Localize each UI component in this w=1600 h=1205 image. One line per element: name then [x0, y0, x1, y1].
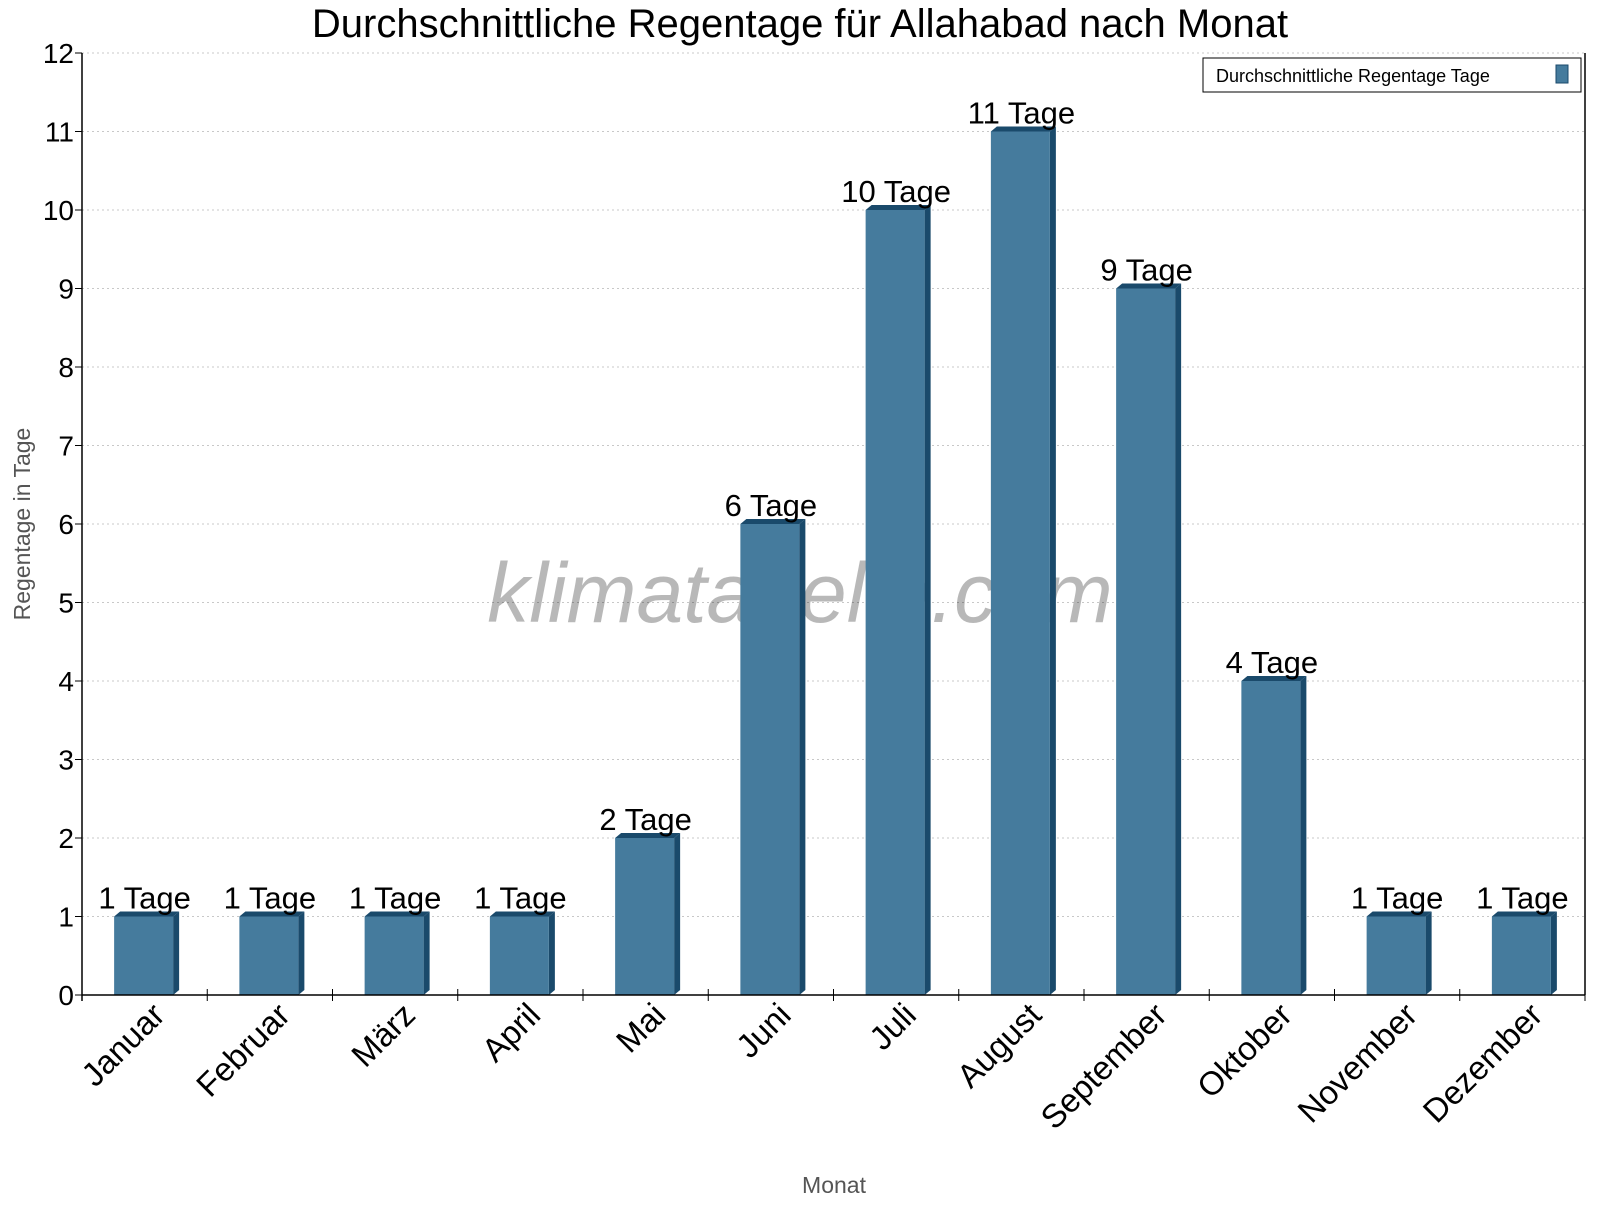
- x-tick-label: Juli: [862, 996, 923, 1057]
- x-tick-label: November: [1290, 996, 1424, 1130]
- data-label: 2 Tage: [599, 802, 692, 837]
- y-tick-label: 5: [58, 588, 74, 619]
- bars: 1 Tage 1 Tage 1 Tage 1 Tage 2 Tage 6 Tage 10 T…: [98, 96, 1569, 995]
- data-label: 4 Tage: [1226, 645, 1319, 680]
- bar-top: [1116, 283, 1182, 289]
- bar: [1366, 916, 1426, 995]
- x-tick-label: Februar: [189, 996, 297, 1104]
- bar-side: [298, 911, 305, 995]
- y-tick-label: 4: [58, 666, 74, 697]
- bar-top: [990, 126, 1056, 132]
- bar-side: [799, 519, 806, 995]
- data-label: 1 Tage: [98, 881, 191, 916]
- y-tick-label: 0: [58, 980, 74, 1011]
- y-tick-label: 7: [58, 431, 74, 462]
- x-tick-label: Mai: [609, 996, 673, 1060]
- x-tick-label: März: [344, 996, 422, 1074]
- bar-top: [1366, 911, 1432, 917]
- bar: [489, 916, 549, 995]
- bar: [239, 916, 299, 995]
- x-axis-label: Monat: [802, 1172, 867, 1198]
- x-tick-label: Dezember: [1416, 996, 1550, 1130]
- data-label: 1 Tage: [1476, 881, 1569, 916]
- x-tick-label: Juni: [729, 996, 798, 1065]
- data-label: 1 Tage: [474, 881, 567, 916]
- data-label: 1 Tage: [1351, 881, 1444, 916]
- data-label: 10 Tage: [841, 174, 951, 209]
- x-tick-label: September: [1033, 996, 1173, 1136]
- data-label: 1 Tage: [224, 881, 317, 916]
- y-tick-label: 1: [58, 902, 74, 933]
- legend-label: Durchschnittliche Regentage Tage: [1216, 66, 1490, 86]
- bar-top: [1241, 676, 1307, 681]
- legend-box: [1202, 57, 1582, 93]
- y-tick-label: 6: [58, 509, 74, 540]
- legend-swatch: [1555, 64, 1569, 84]
- x-tick-label: April: [474, 996, 547, 1069]
- bar: [740, 524, 800, 995]
- bar: [364, 916, 424, 995]
- bar-top: [489, 911, 555, 917]
- data-label: 6 Tage: [725, 488, 818, 523]
- bar-side: [924, 205, 931, 995]
- data-label: 11 Tage: [968, 96, 1075, 131]
- data-label: 9 Tage: [1100, 253, 1193, 288]
- bar-side: [548, 911, 555, 995]
- bar-side: [674, 833, 681, 995]
- y-tick-label: 2: [58, 823, 74, 854]
- bar: [1241, 681, 1301, 995]
- bar-side: [1300, 676, 1307, 995]
- bar-top: [1491, 911, 1557, 917]
- bar: [1491, 916, 1551, 995]
- bar: [615, 838, 675, 995]
- bar: [990, 131, 1050, 995]
- bar-side: [1550, 911, 1557, 995]
- y-tick-label: 9: [58, 274, 74, 305]
- bar-top: [364, 911, 430, 917]
- bar-top: [114, 911, 180, 917]
- y-tick-label: 10: [43, 195, 74, 226]
- y-tick-label: 11: [45, 117, 74, 148]
- bar-top: [239, 911, 305, 917]
- bar-side: [423, 911, 430, 995]
- y-tick-label: 12: [43, 38, 74, 69]
- chart-title: Durchschnittliche Regentage für Allahaba…: [312, 2, 1288, 46]
- legend: Durchschnittliche Regentage Tage: [1202, 57, 1582, 93]
- x-tick-label: August: [950, 996, 1049, 1095]
- y-tick-label: 3: [58, 745, 74, 776]
- bar-side: [173, 911, 180, 995]
- bar: [865, 210, 925, 995]
- x-tick-label: Oktober: [1190, 996, 1299, 1105]
- bar-top: [740, 519, 806, 524]
- bar: [1116, 288, 1176, 995]
- bar-top: [865, 205, 931, 210]
- bar-side: [1425, 911, 1432, 995]
- bar: [114, 916, 174, 995]
- y-axis-label: Regentage in Tage: [9, 428, 35, 621]
- x-tick-label: Januar: [74, 996, 172, 1094]
- y-tick-label: 8: [58, 352, 74, 383]
- grid: [82, 52, 1585, 917]
- bar-side: [1175, 283, 1182, 995]
- bar-side: [1049, 126, 1056, 995]
- data-label: 1 Tage: [349, 881, 442, 916]
- bar-top: [615, 833, 681, 838]
